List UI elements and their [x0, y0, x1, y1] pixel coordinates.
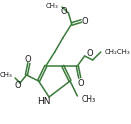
Text: O: O	[25, 55, 31, 63]
Text: HN: HN	[37, 96, 50, 106]
Text: O: O	[86, 49, 93, 59]
Text: O: O	[14, 80, 21, 90]
Text: O: O	[60, 7, 67, 16]
Text: O: O	[81, 16, 88, 26]
Text: O: O	[77, 78, 84, 88]
Text: CH₂CH₃: CH₂CH₃	[105, 49, 130, 55]
Text: CH₃: CH₃	[46, 3, 59, 9]
Text: CH₃: CH₃	[81, 94, 95, 104]
Text: CH₃: CH₃	[0, 72, 13, 78]
